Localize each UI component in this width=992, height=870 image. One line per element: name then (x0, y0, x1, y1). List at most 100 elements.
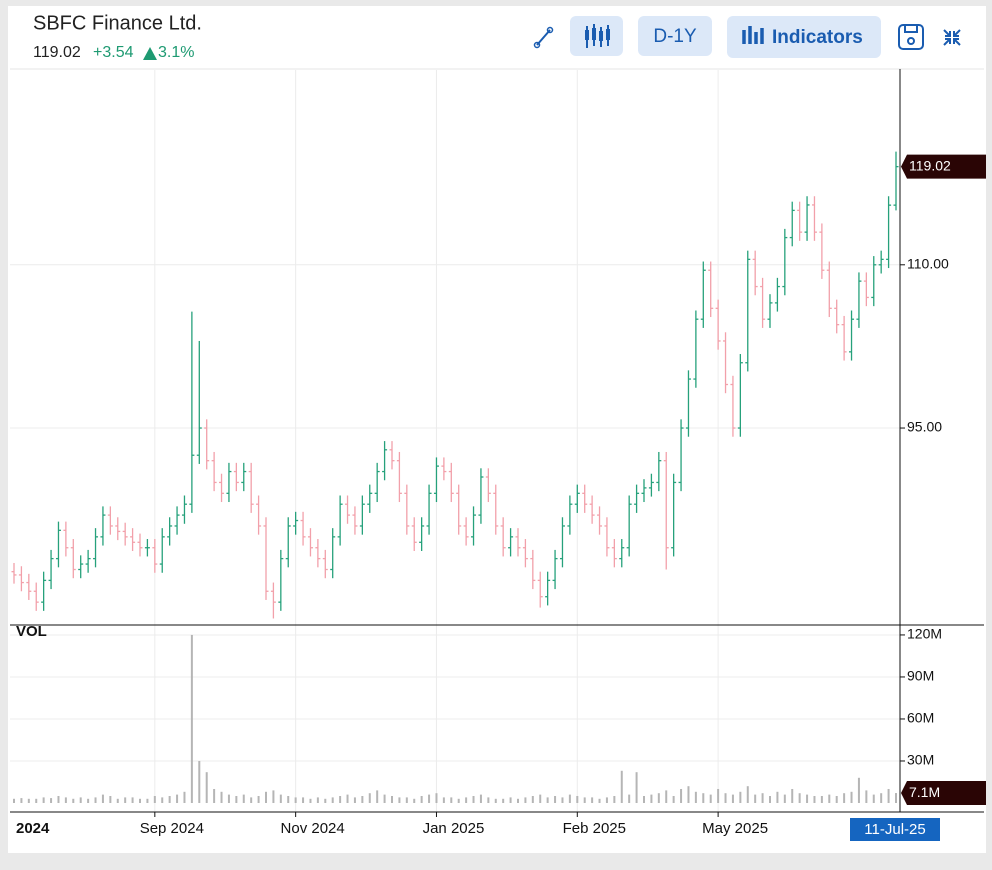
x-tick-label: 2024 (16, 820, 50, 837)
volume-bar (546, 797, 549, 803)
volume-bar (420, 795, 423, 803)
volume-bar (242, 794, 245, 803)
save-button[interactable] (898, 24, 924, 50)
x-tick-label: Sep 2024 (140, 820, 204, 837)
volume-bar (131, 797, 134, 803)
volume-bar (257, 795, 260, 803)
volume-bar (190, 634, 193, 803)
last-date-box (850, 818, 940, 841)
volume-bar (576, 795, 579, 803)
chart: SBFC Finance Ltd. 119.02 +3.54 3.1% D-1Y… (10, 12, 986, 841)
volume-bar (227, 794, 230, 803)
volume-bar (724, 793, 727, 803)
volume-bar (153, 795, 156, 803)
volume-bar (146, 798, 149, 803)
volume-bar (183, 791, 186, 803)
volume-bar (502, 798, 505, 803)
x-tick-label: Jan 2025 (423, 820, 485, 837)
volume-bar (205, 772, 208, 803)
volume-bar (872, 794, 875, 803)
volume-panel-label: VOL (16, 623, 47, 640)
volume-bar (235, 795, 238, 803)
volume-bar (331, 797, 334, 803)
last-price-box (901, 154, 986, 179)
volume-bar (368, 793, 371, 803)
volume-bar (895, 793, 897, 803)
volume-bar (487, 797, 490, 803)
volume-bar (294, 797, 297, 803)
volume-bar (383, 794, 386, 803)
volume-tick-label: 60M (907, 710, 934, 726)
volume-bar (391, 795, 393, 803)
volume-bar (761, 793, 764, 803)
marks (11, 151, 899, 803)
volume-bar (302, 797, 305, 803)
draw-tool-button[interactable] (533, 26, 554, 49)
volume-bar (665, 790, 668, 803)
collapse-button[interactable] (943, 29, 961, 46)
volume-bar (220, 791, 223, 803)
volume-bar (265, 791, 267, 803)
last-price: 119.02 (33, 44, 81, 61)
volume-bar (324, 798, 327, 803)
last-volume-box (901, 781, 986, 806)
volume-bar (643, 795, 645, 803)
volume-bar (94, 797, 97, 803)
volume-bar (272, 790, 275, 803)
volume-bar (479, 794, 482, 803)
indicators-label: Indicators (772, 27, 863, 48)
volume-bar (776, 791, 779, 803)
volume-bar (694, 791, 697, 803)
volume-bar (309, 798, 312, 803)
volume-bar (843, 793, 846, 803)
up-arrow-icon (143, 47, 157, 60)
chart-type-button[interactable] (570, 16, 623, 56)
volume-bar (754, 794, 757, 803)
volume-bar (769, 795, 771, 803)
volume-bar (72, 798, 75, 803)
volume-bar (139, 798, 141, 803)
volume-bar (57, 795, 60, 803)
volume-bar (539, 794, 542, 803)
volume-bar (887, 788, 890, 803)
volume-bar (672, 795, 675, 803)
y-tick-label: 95.00 (907, 419, 942, 435)
volume-bar (702, 793, 705, 803)
volume-bar (620, 770, 623, 803)
volume-bar (398, 797, 401, 803)
volume-bar (835, 795, 838, 803)
volume-bar (561, 797, 564, 803)
volume-bar (116, 798, 119, 803)
volume-bar (709, 794, 712, 803)
volume-bar (494, 798, 497, 803)
volume-bar (346, 794, 349, 803)
volume-bar (339, 795, 342, 803)
volume-bar (857, 777, 860, 803)
labels: 95.00 110.00 30M 60M 90M 120M 2024 Sep 2024 Nov … (16, 154, 986, 841)
volume-bar (806, 794, 809, 803)
volume-bar (376, 790, 379, 803)
volume-bar (287, 795, 290, 803)
volume-bar (828, 794, 831, 803)
volume-bar (880, 793, 883, 803)
volume-bar (435, 793, 438, 803)
volume-bar (198, 760, 201, 803)
volume-bar (13, 798, 15, 803)
volume-bar (628, 794, 631, 803)
volume-bar (472, 795, 475, 803)
volume-bar (568, 794, 571, 803)
volume-bar (517, 798, 519, 803)
volume-bar (813, 795, 816, 803)
volume-bar (605, 797, 608, 803)
x-tick-label: May 2025 (702, 820, 768, 837)
volume-bar (405, 797, 408, 803)
volume-bar (465, 797, 468, 803)
volume-bar (635, 772, 638, 803)
volume-bar (42, 797, 45, 803)
volume-bar (687, 786, 690, 803)
last-price-label: 119.02 (909, 157, 951, 173)
volume-bar (101, 794, 104, 803)
volume-bar (316, 797, 319, 803)
indicators-button[interactable]: Indicators (727, 16, 881, 58)
range-button[interactable]: D-1Y (638, 16, 712, 56)
